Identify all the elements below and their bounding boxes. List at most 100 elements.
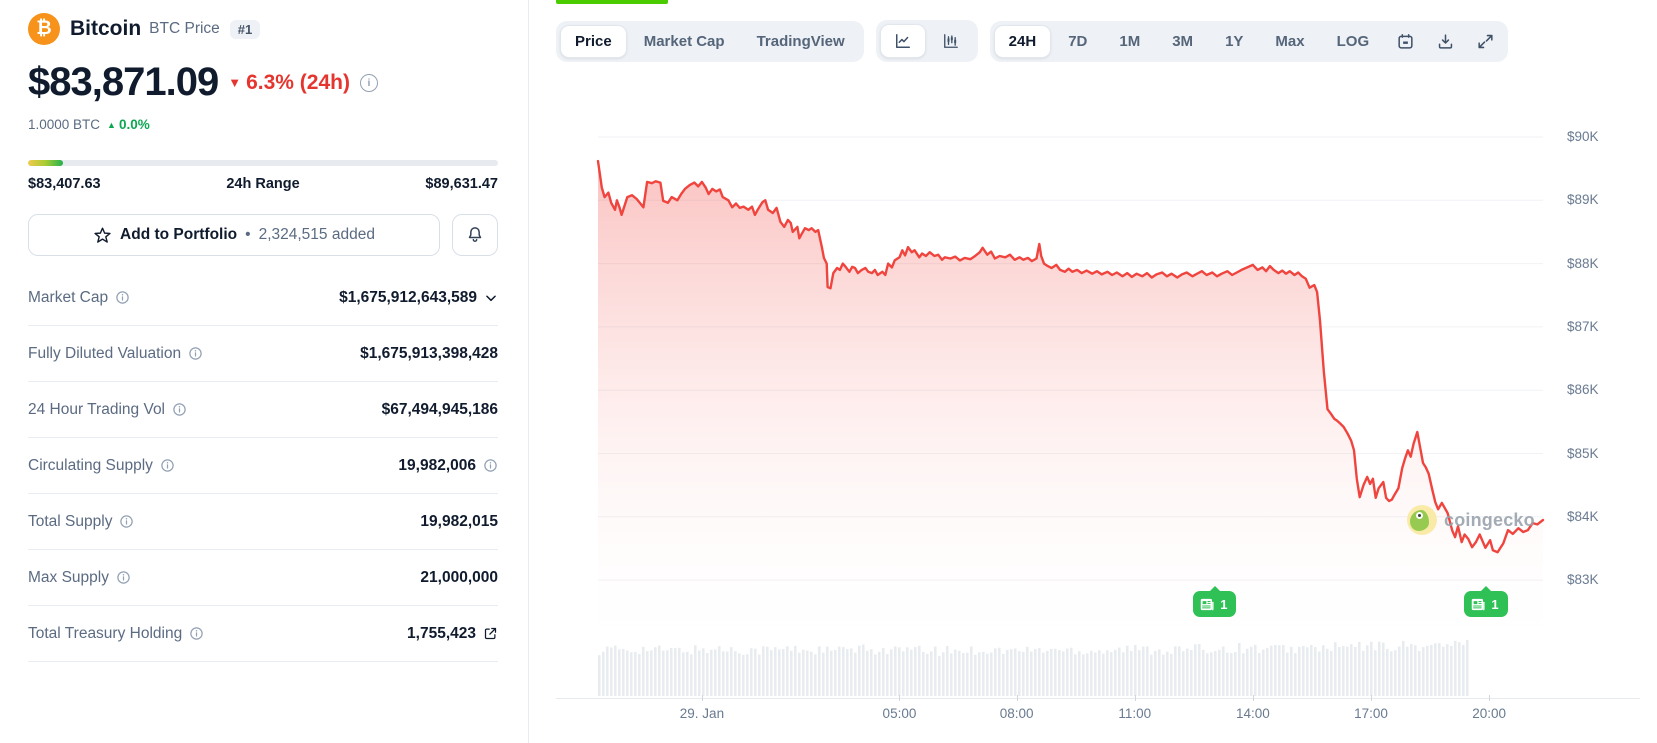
x-axis-tick: 11:00 xyxy=(1118,706,1152,721)
stat-value: $1,675,913,398,428 xyxy=(360,344,498,362)
x-axis-tick-mark xyxy=(899,695,901,701)
tab-price[interactable]: Price xyxy=(560,24,627,58)
calendar-icon[interactable] xyxy=(1386,25,1424,57)
y-axis-tick: $89K xyxy=(1567,192,1599,208)
add-to-portfolio-button[interactable]: Add to Portfolio • 2,324,515 added xyxy=(28,214,440,256)
range-7d[interactable]: 7D xyxy=(1053,25,1102,58)
actions-row: Add to Portfolio • 2,324,515 added xyxy=(28,214,498,256)
line-chart-icon[interactable] xyxy=(879,24,926,58)
y-axis-tick: $87K xyxy=(1567,318,1599,334)
external-link-icon[interactable] xyxy=(483,626,498,641)
price-change: ▼ 6.3% (24h) xyxy=(228,71,350,95)
add-to-portfolio-label: Add to Portfolio xyxy=(120,226,238,243)
range-section: $83,407.63 24h Range $89,631.47 xyxy=(28,160,498,192)
stat-row: Market Cap $1,675,912,643,589 xyxy=(28,270,498,326)
info-icon[interactable] xyxy=(160,458,175,473)
info-icon[interactable] xyxy=(483,458,498,473)
info-icon[interactable] xyxy=(116,570,131,585)
price-change-value: 6.3% (24h) xyxy=(246,70,350,94)
y-axis-tick: $88K xyxy=(1567,255,1599,271)
coin-summary-panel: ₿ Bitcoin BTC Price #1 $83,871.09 ▼ 6.3%… xyxy=(27,12,498,662)
stat-row: Total Treasury Holding 1,755,423 xyxy=(28,606,498,662)
x-axis-tick: 14:00 xyxy=(1235,706,1270,721)
range-24h[interactable]: 24H xyxy=(993,24,1052,58)
range-1m[interactable]: 1M xyxy=(1104,25,1155,58)
range-high: $89,631.47 xyxy=(425,176,498,192)
x-axis-tick-mark xyxy=(1252,695,1254,701)
x-axis-tick: 20:00 xyxy=(1472,706,1507,721)
news-icon xyxy=(1200,598,1215,611)
price-info-icon[interactable]: i xyxy=(359,73,378,92)
coin-name: Bitcoin xyxy=(70,17,142,40)
column-divider xyxy=(528,0,529,743)
tab-tradingview[interactable]: TradingView xyxy=(742,25,860,58)
x-axis-tick-mark xyxy=(1134,695,1136,701)
x-axis-tick: 05:00 xyxy=(882,706,917,721)
stat-label: 24 Hour Trading Vol xyxy=(28,401,187,419)
x-axis-tick-mark xyxy=(1489,695,1491,701)
price-area-fill xyxy=(598,161,1543,660)
x-axis-line xyxy=(556,698,1640,699)
watermark-text: coingecko xyxy=(1444,509,1535,530)
download-icon[interactable] xyxy=(1426,25,1464,57)
bell-icon xyxy=(465,225,485,245)
tab-market-cap[interactable]: Market Cap xyxy=(629,25,740,58)
price-line xyxy=(596,159,1545,554)
coin-ticker-label: BTC Price xyxy=(149,20,220,37)
info-icon[interactable] xyxy=(189,626,204,641)
news-count: 1 xyxy=(1491,596,1499,612)
stat-label: Fully Diluted Valuation xyxy=(28,345,203,363)
gecko-logo xyxy=(1407,505,1437,535)
stat-label-text: Total Supply xyxy=(28,512,113,530)
stat-label-text: Max Supply xyxy=(28,568,109,586)
range-label: 24h Range xyxy=(226,176,300,192)
coin-stats-list: Market Cap $1,675,912,643,589 Fully Dilute… xyxy=(28,270,498,662)
coin-header: ₿ Bitcoin BTC Price #1 xyxy=(27,12,498,46)
stat-value: 19,982,015 xyxy=(420,512,498,530)
news-count: 1 xyxy=(1220,596,1228,612)
candlestick-icon[interactable] xyxy=(928,24,974,58)
x-axis-tick: 17:00 xyxy=(1354,706,1388,721)
range-log[interactable]: LOG xyxy=(1322,25,1385,58)
info-icon[interactable] xyxy=(188,346,203,361)
volume-bars xyxy=(598,639,1469,696)
news-event-badge[interactable]: 1 xyxy=(1193,586,1237,617)
stat-row: Total Supply 19,982,015 xyxy=(28,494,498,550)
coingecko-watermark: coingecko xyxy=(1407,505,1535,535)
x-axis-tick-mark xyxy=(1371,695,1372,701)
y-axis-tick: $84K xyxy=(1567,508,1599,524)
range-3m[interactable]: 3M xyxy=(1157,25,1208,58)
stat-label-text: 24 Hour Trading Vol xyxy=(28,400,166,418)
chevron-down-icon[interactable] xyxy=(484,291,498,305)
info-icon[interactable] xyxy=(115,290,130,305)
stat-row: 24 Hour Trading Vol $67,494,945,186 xyxy=(28,382,498,438)
range-max[interactable]: Max xyxy=(1260,25,1319,58)
stat-row: Max Supply 21,000,000 xyxy=(28,550,498,606)
range-bar-fill xyxy=(28,160,64,166)
price-alert-button[interactable] xyxy=(452,214,498,256)
x-axis-tick-mark xyxy=(1016,695,1018,701)
stat-row: Fully Diluted Valuation $1,675,913,398,42… xyxy=(28,326,498,382)
stat-value: 21,000,000 xyxy=(420,568,498,586)
stat-value: 1,755,423 xyxy=(407,625,498,643)
info-icon[interactable] xyxy=(119,514,134,529)
price-chart-svg xyxy=(596,136,1545,696)
x-axis-tick: 08:00 xyxy=(999,706,1034,721)
stat-label-text: Total Treasury Holding xyxy=(28,624,183,642)
expand-icon[interactable] xyxy=(1466,25,1504,57)
view-tabs-group: Price Market Cap TradingView xyxy=(556,20,864,62)
down-triangle-icon: ▼ xyxy=(228,75,242,90)
price-chart[interactable]: $90K $89K $88K $87K $86K $85K $84K $83K 29. Jan… xyxy=(556,80,1657,743)
news-event-badge[interactable]: 1 xyxy=(1464,586,1508,617)
active-tab-underline xyxy=(556,0,668,4)
range-low: $83,407.63 xyxy=(28,176,101,192)
info-icon[interactable] xyxy=(172,402,187,417)
range-1y[interactable]: 1Y xyxy=(1210,25,1258,58)
x-axis-tick-mark xyxy=(701,695,703,701)
stat-label: Total Treasury Holding xyxy=(28,625,204,643)
stat-value: 19,982,006 xyxy=(398,457,498,475)
stat-value: $67,494,945,186 xyxy=(381,400,498,418)
btc-unit-row: 1.0000 BTC ▲ 0.0% xyxy=(28,117,498,132)
price-row: $83,871.09 ▼ 6.3% (24h) i xyxy=(28,60,498,105)
